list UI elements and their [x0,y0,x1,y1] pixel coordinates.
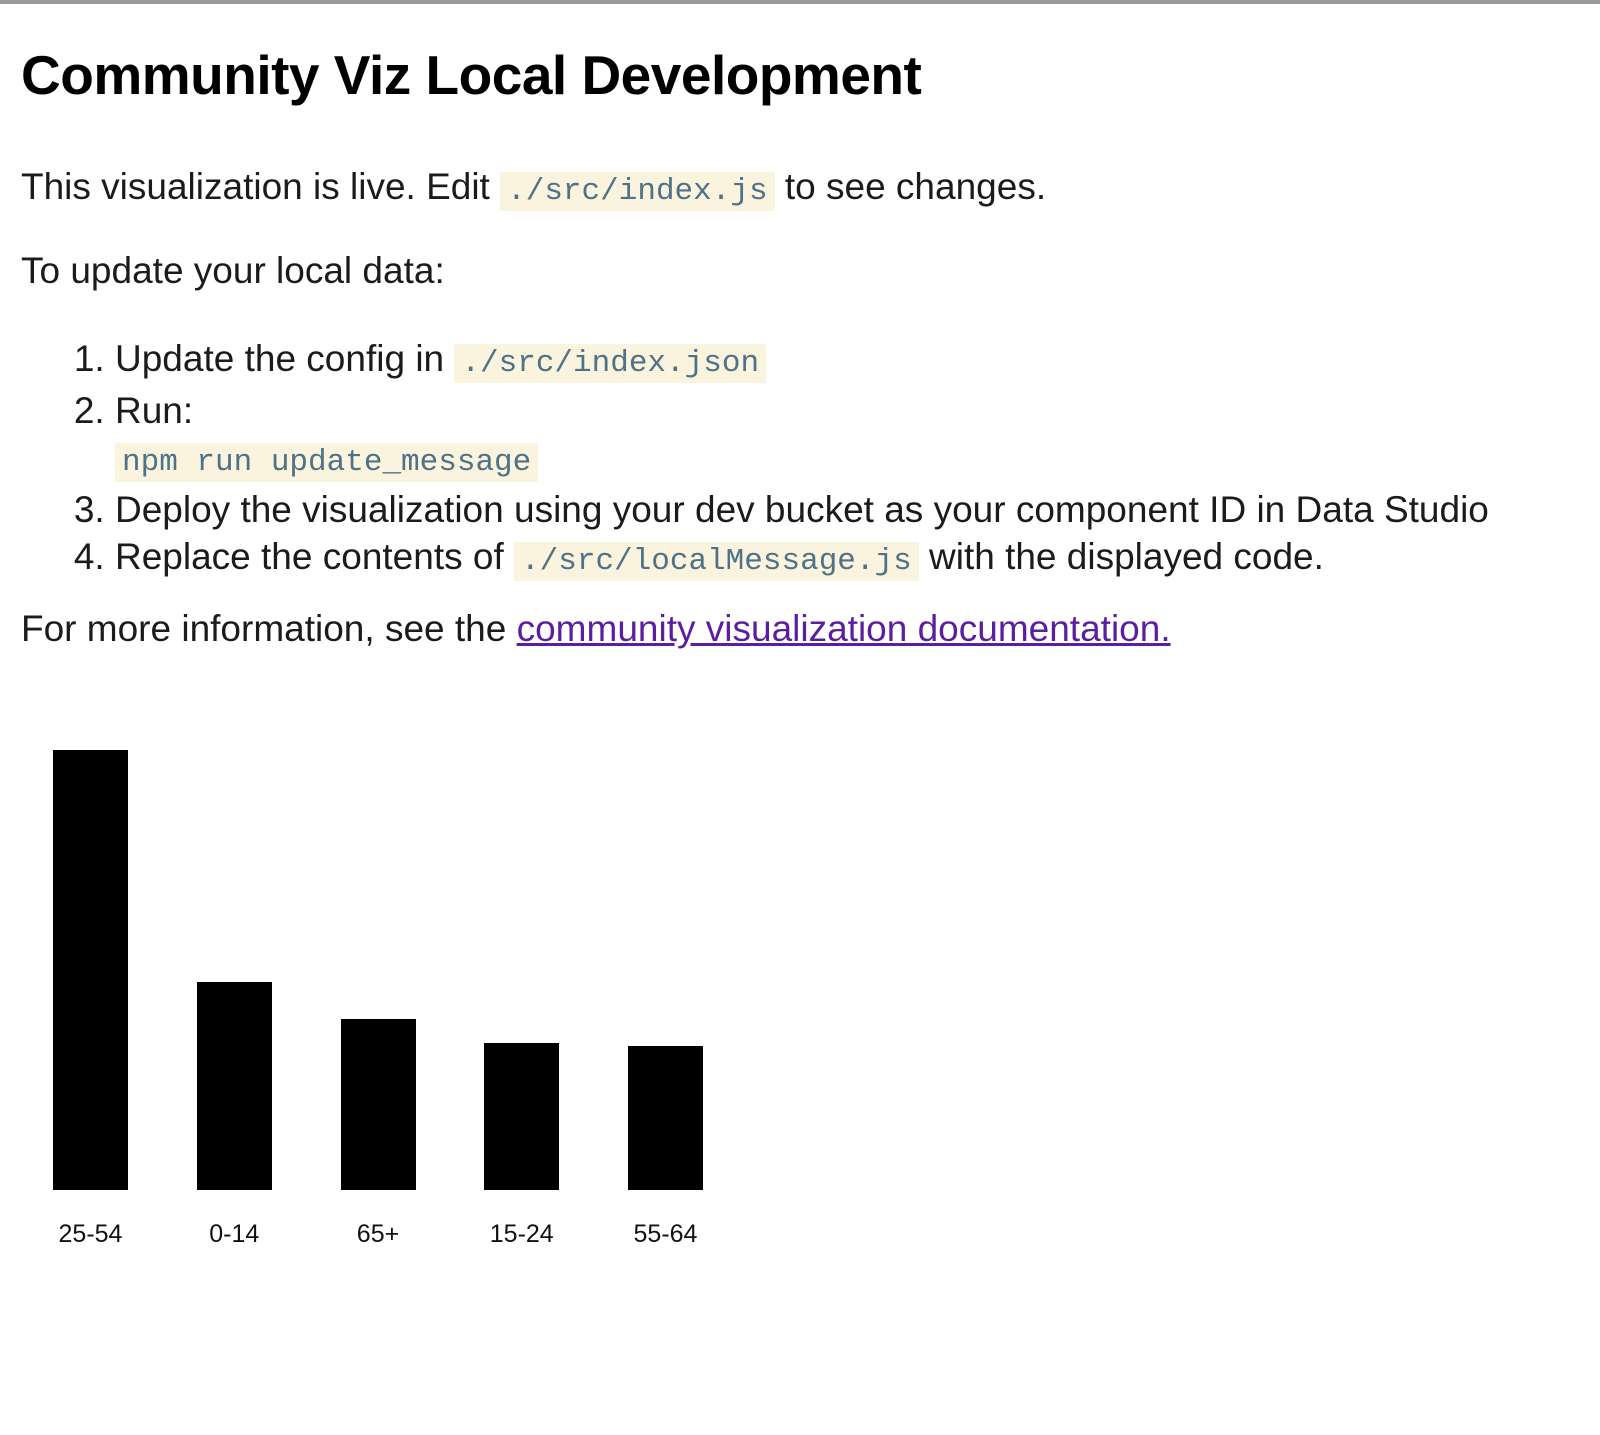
page-title: Community Viz Local Development [21,44,922,106]
instructions-list: Update the config in ./src/index.json Ru… [21,335,1489,585]
run-command-line: npm run update_message [115,434,1489,486]
bar [53,750,128,1190]
bar [484,1043,560,1190]
intro-text-pre: This visualization is live. Edit [21,166,501,207]
inline-code: ./src/index.js [500,172,775,211]
intro-text-post: to see changes. [774,166,1047,207]
list-item: Deploy the visualization using your dev … [115,486,1489,533]
bar-label: 65+ [356,1220,400,1248]
more-info-paragraph: For more information, see the community … [21,605,1171,653]
bar-label: 15-24 [489,1220,554,1248]
bar [196,982,272,1190]
update-heading: To update your local data: [21,250,445,291]
inline-code: ./src/localMessage.js [514,542,919,581]
intro-paragraph: This visualization is live. Edit ./src/i… [21,163,1046,212]
more-info-text: For more information, see the [21,608,517,649]
bar-label: 25-54 [58,1220,123,1248]
bar-label: 0-14 [209,1220,260,1248]
inline-code: ./src/index.json [454,344,767,383]
bar [340,1019,416,1190]
list-item: Update the config in ./src/index.json [115,335,1489,387]
bar-label: 55-64 [633,1220,698,1248]
bar [628,1046,703,1190]
list-item: Run: npm run update_message [115,387,1489,486]
top-strip [0,0,1600,4]
list-item: Replace the contents of ./src/localMessa… [115,533,1489,585]
run-command-code: npm run update_message [115,443,539,482]
docs-link[interactable]: community visualization documentation. [516,608,1171,649]
bar-chart: 25-54 0-14 65+ 15-24 55-64 [0,750,1600,1250]
